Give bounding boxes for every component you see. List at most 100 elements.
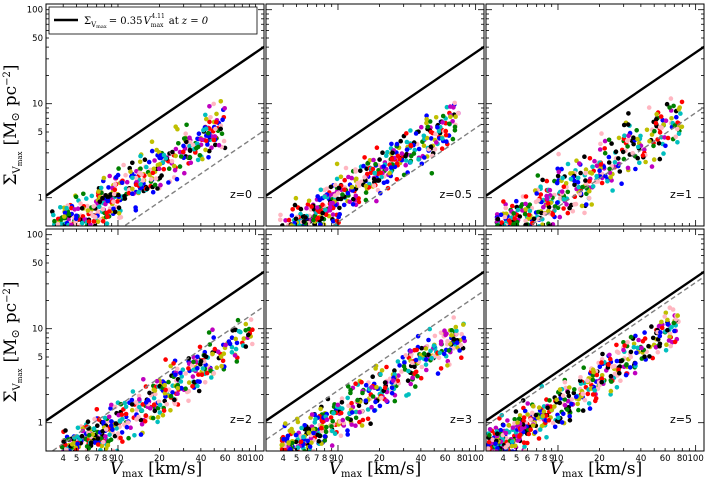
data-point xyxy=(497,229,502,234)
data-point xyxy=(497,239,502,244)
data-point xyxy=(55,239,60,244)
data-point xyxy=(363,398,369,404)
x-tick-label: 8 xyxy=(542,454,547,464)
data-point xyxy=(195,365,200,371)
data-point xyxy=(123,404,129,410)
data-point xyxy=(541,409,547,414)
data-point xyxy=(250,327,255,333)
data-point xyxy=(91,426,97,431)
data-point xyxy=(395,153,401,159)
data-point xyxy=(642,354,647,360)
data-point xyxy=(550,212,555,217)
data-point xyxy=(334,176,340,182)
data-point xyxy=(546,418,552,423)
data-point xyxy=(612,371,618,377)
data-point xyxy=(492,452,497,457)
data-point xyxy=(115,172,121,178)
data-point xyxy=(528,417,533,423)
data-point xyxy=(425,124,431,130)
x-tick-label: 40 xyxy=(195,454,206,464)
data-point xyxy=(432,147,438,152)
data-point xyxy=(619,181,624,186)
data-point xyxy=(196,131,202,136)
data-point xyxy=(51,212,56,218)
data-point xyxy=(492,467,497,472)
data-point xyxy=(517,434,522,439)
data-point xyxy=(119,430,125,435)
data-point xyxy=(187,140,193,145)
data-point xyxy=(156,166,162,171)
data-point xyxy=(53,240,58,245)
data-point xyxy=(365,416,371,422)
data-point xyxy=(125,420,131,425)
data-point xyxy=(68,462,73,467)
data-point xyxy=(284,230,289,235)
data-point xyxy=(436,355,442,361)
data-point xyxy=(605,178,610,184)
data-point xyxy=(293,244,298,249)
data-point xyxy=(186,366,191,371)
data-point xyxy=(488,450,490,451)
data-point xyxy=(442,328,447,334)
data-point xyxy=(353,381,358,387)
data-point xyxy=(91,219,97,224)
data-point xyxy=(145,397,151,403)
data-point xyxy=(500,232,505,237)
data-point xyxy=(342,187,347,192)
data-point xyxy=(338,433,344,439)
data-point xyxy=(376,178,382,183)
data-point xyxy=(495,234,500,239)
data-point xyxy=(409,360,415,366)
data-point xyxy=(624,362,629,368)
data-point xyxy=(536,216,541,222)
x-tick-label: 7 xyxy=(314,454,319,464)
data-point xyxy=(503,247,508,252)
data-point xyxy=(101,420,106,425)
data-point xyxy=(559,420,565,425)
data-point xyxy=(103,193,108,198)
data-point xyxy=(373,399,378,405)
data-point xyxy=(138,432,144,437)
data-point xyxy=(311,217,316,223)
data-point xyxy=(130,191,135,196)
data-point xyxy=(554,180,560,186)
data-point xyxy=(523,194,529,199)
data-point xyxy=(424,367,429,373)
dashed-lower-line xyxy=(528,106,704,226)
data-point xyxy=(172,397,177,403)
data-point xyxy=(50,233,55,238)
data-point xyxy=(285,473,290,478)
data-point xyxy=(59,239,64,244)
data-point xyxy=(515,238,520,243)
data-point xyxy=(625,144,630,149)
data-point xyxy=(457,348,462,353)
data-point xyxy=(64,471,69,476)
data-point xyxy=(345,432,351,437)
data-point xyxy=(71,441,76,446)
data-point xyxy=(211,101,216,107)
data-point xyxy=(280,232,285,237)
data-point xyxy=(590,164,595,170)
data-point xyxy=(567,413,572,419)
dashed-lower-line xyxy=(486,276,704,427)
data-point xyxy=(372,170,378,176)
data-point xyxy=(112,209,118,215)
panel-6: 4 5 6 7 8 910 20 40 60 80 100 z=5 xyxy=(485,228,705,472)
data-point xyxy=(585,378,590,384)
data-point xyxy=(62,235,67,240)
data-point xyxy=(207,119,212,125)
data-point xyxy=(286,249,291,254)
data-point xyxy=(67,235,72,240)
data-point xyxy=(505,229,510,234)
data-point xyxy=(106,414,112,420)
data-point xyxy=(197,344,203,350)
data-point xyxy=(57,233,62,238)
data-point xyxy=(373,161,378,167)
data-point xyxy=(221,351,227,357)
data-point xyxy=(378,170,384,175)
data-point xyxy=(486,461,491,466)
data-point xyxy=(429,355,435,361)
data-point xyxy=(62,465,67,470)
data-point xyxy=(95,209,101,215)
data-point xyxy=(77,245,82,250)
